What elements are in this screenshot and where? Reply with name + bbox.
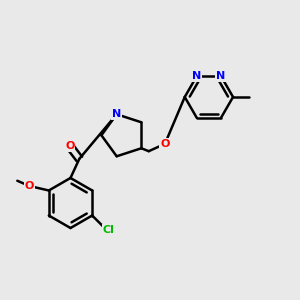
- Text: O: O: [65, 142, 75, 152]
- Text: O: O: [25, 181, 34, 191]
- Text: N: N: [192, 71, 201, 81]
- Text: Cl: Cl: [102, 225, 114, 235]
- Text: N: N: [216, 71, 226, 81]
- Text: N: N: [112, 109, 121, 119]
- Text: O: O: [160, 139, 170, 149]
